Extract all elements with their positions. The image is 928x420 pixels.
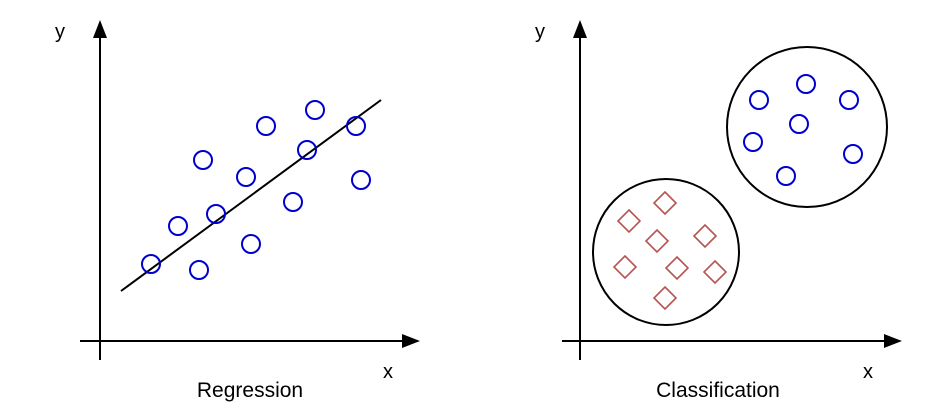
class-a-point-circle: [776, 166, 796, 186]
regression-y-arrowhead: [93, 20, 107, 38]
data-point-circle: [193, 150, 213, 170]
classification-caption: Classification: [656, 379, 780, 402]
classification-panel: y x Classification: [535, 20, 902, 402]
class-a-point-circle: [743, 132, 763, 152]
cluster-circle-red-diamonds: [592, 178, 740, 326]
data-point-circle: [168, 216, 188, 236]
class-a-point-circle: [796, 74, 816, 94]
classification-red-diamonds: [612, 190, 728, 311]
class-b-point-diamond: [664, 255, 690, 281]
classification-x-arrowhead: [884, 334, 902, 348]
regression-panel: y x Regression: [55, 20, 420, 402]
data-point-circle: [206, 204, 226, 224]
regression-points: [141, 100, 371, 280]
data-point-circle: [236, 167, 256, 187]
regression-y-label: y: [55, 21, 65, 43]
data-point-circle: [189, 260, 209, 280]
class-a-point-circle: [749, 90, 769, 110]
class-b-point-diamond: [702, 259, 728, 285]
class-b-point-diamond: [692, 223, 718, 249]
regression-x-arrowhead: [402, 334, 420, 348]
regression-caption: Regression: [197, 379, 303, 402]
data-point-circle: [351, 170, 371, 190]
class-b-point-diamond: [652, 285, 678, 311]
data-point-circle: [297, 140, 317, 160]
regression-line: [120, 99, 382, 292]
data-point-circle: [141, 254, 161, 274]
class-b-point-diamond: [652, 190, 678, 216]
class-a-point-circle: [789, 114, 809, 134]
cluster-circle-blue-points: [726, 46, 888, 208]
data-point-circle: [283, 192, 303, 212]
class-b-point-diamond: [616, 208, 642, 234]
class-a-point-circle: [843, 144, 863, 164]
class-b-point-diamond: [644, 228, 670, 254]
classification-blue-points: [743, 74, 863, 186]
class-a-point-circle: [839, 90, 859, 110]
data-point-circle: [256, 116, 276, 136]
data-point-circle: [241, 234, 261, 254]
class-b-point-diamond: [612, 254, 638, 280]
classification-x-label: x: [863, 361, 873, 383]
classification-y-label: y: [535, 21, 545, 43]
data-point-circle: [305, 100, 325, 120]
classification-y-arrowhead: [573, 20, 587, 38]
regression-x-label: x: [383, 361, 393, 383]
data-point-circle: [346, 116, 366, 136]
